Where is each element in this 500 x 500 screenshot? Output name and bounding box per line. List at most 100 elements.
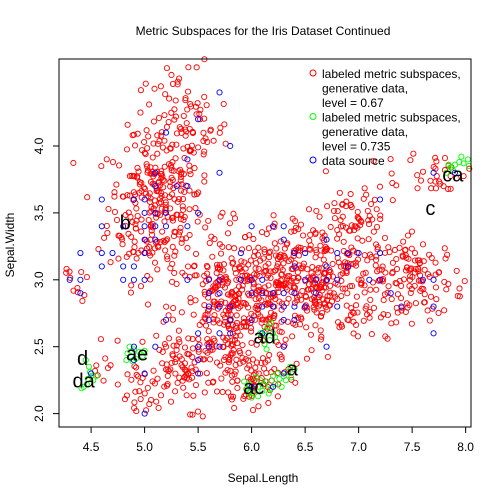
green-point [451, 161, 458, 168]
data-source-point [248, 316, 255, 323]
red-point [190, 392, 197, 399]
red-point [379, 263, 386, 270]
red-point [297, 221, 305, 228]
red-point [369, 279, 377, 286]
red-point [265, 295, 272, 302]
red-point [327, 223, 334, 231]
red-point [78, 268, 85, 276]
red-point [163, 123, 170, 131]
red-point [147, 164, 154, 171]
red-point [358, 281, 365, 288]
data-source-point [216, 290, 223, 297]
chart-title: Metric Subspaces for the Iris Dataset Co… [136, 24, 391, 38]
red-point [241, 393, 248, 400]
red-point [430, 163, 437, 171]
red-point [305, 281, 312, 288]
red-point [262, 263, 269, 270]
red-point [199, 281, 206, 288]
red-point [402, 267, 410, 274]
red-point [176, 374, 183, 381]
red-point [250, 235, 257, 243]
red-point [83, 273, 90, 281]
data-source-point [280, 370, 287, 377]
green-point [284, 369, 292, 376]
red-point [171, 252, 178, 259]
red-point [235, 283, 243, 290]
red-point [264, 357, 271, 364]
red-point [447, 185, 454, 192]
red-point [249, 292, 256, 299]
red-point [123, 146, 130, 153]
red-point [133, 371, 140, 378]
red-point [329, 260, 336, 268]
green-point [141, 347, 148, 354]
data-source-point [141, 370, 148, 377]
red-point [407, 157, 414, 164]
red-point [183, 120, 190, 127]
red-point [365, 217, 372, 224]
green-point [274, 370, 281, 377]
red-point [231, 337, 239, 344]
red-point [320, 296, 327, 303]
red-points-layer [63, 56, 473, 420]
red-point [355, 215, 362, 222]
red-point [282, 336, 289, 343]
blue-points-layer [66, 89, 458, 417]
red-point [234, 384, 241, 392]
red-point [271, 311, 278, 318]
red-point [148, 203, 155, 211]
red-point [426, 317, 433, 324]
red-point [249, 375, 256, 382]
red-point [260, 255, 267, 262]
red-point [245, 349, 252, 356]
red-point [210, 319, 217, 326]
data-source-point [162, 316, 170, 323]
red-point [216, 320, 223, 327]
red-point [291, 312, 299, 319]
red-point [197, 106, 204, 113]
red-point [209, 344, 216, 351]
red-point [310, 304, 317, 311]
red-point [313, 275, 320, 283]
red-point [178, 362, 185, 369]
data-source-point [227, 316, 234, 323]
red-point [388, 170, 395, 177]
red-point [154, 150, 161, 157]
red-point [400, 276, 407, 283]
red-point [400, 238, 407, 245]
red-point [158, 129, 165, 136]
red-point [168, 164, 175, 171]
red-point [201, 389, 208, 396]
red-point [163, 65, 170, 72]
red-point [146, 244, 153, 251]
red-point [466, 165, 473, 172]
red-point [181, 188, 188, 196]
red-point [172, 113, 179, 120]
red-point [264, 325, 271, 332]
red-point [358, 218, 365, 226]
red-point [158, 132, 165, 139]
red-point [137, 109, 144, 116]
red-point [218, 375, 225, 382]
data-source-point [216, 276, 223, 283]
red-point [200, 129, 207, 136]
red-point [281, 369, 288, 376]
red-point [174, 211, 181, 218]
red-point [136, 181, 143, 188]
red-point [258, 360, 265, 367]
red-point [447, 173, 454, 180]
red-point [249, 407, 257, 414]
cluster-label: ad [253, 326, 275, 348]
data-source-point [66, 276, 73, 283]
red-point [270, 268, 277, 275]
red-point [173, 141, 180, 148]
red-point [127, 213, 134, 220]
red-point [219, 343, 227, 350]
red-point [407, 289, 414, 297]
red-point [129, 132, 136, 139]
green-point [126, 343, 133, 350]
red-point [254, 251, 261, 258]
red-point [165, 312, 172, 319]
red-point [179, 203, 186, 210]
red-point [435, 309, 442, 316]
